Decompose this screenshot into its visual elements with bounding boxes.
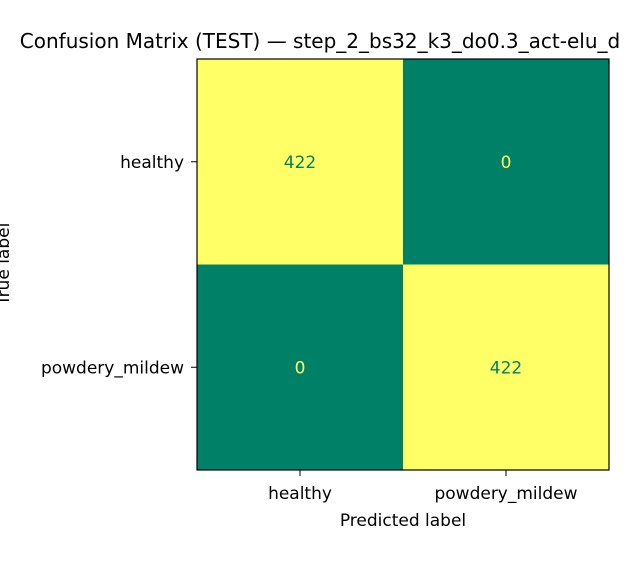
x-axis-label: Predicted label bbox=[340, 511, 466, 531]
chart-title: Confusion Matrix (TEST) — step_2_bs32_k3… bbox=[20, 29, 620, 53]
heatmap-cell-0-1 bbox=[403, 59, 610, 265]
y-tick-label-0: healthy bbox=[120, 153, 184, 173]
x-axis-ticks: healthy powdery_mildew bbox=[268, 470, 578, 504]
heatmap-cell-1-1 bbox=[403, 264, 610, 471]
heatmap-cell-0-0 bbox=[197, 59, 404, 265]
cell-value-labels: 422 0 0 422 bbox=[284, 153, 522, 379]
x-tick-label-0: healthy bbox=[268, 484, 332, 504]
plot-frame bbox=[196, 58, 610, 471]
cell-value-label-0-0: 422 bbox=[284, 153, 316, 173]
cell-value-label-1-0: 0 bbox=[295, 358, 306, 378]
cell-value-label-0-1: 0 bbox=[501, 153, 512, 173]
heatmap-cell-1-0 bbox=[197, 264, 404, 471]
x-tick-label-1: powdery_mildew bbox=[434, 484, 577, 504]
heatmap-cells bbox=[197, 59, 610, 471]
y-axis-ticks: healthy powdery_mildew bbox=[41, 153, 197, 378]
y-tick-label-1: powdery_mildew bbox=[41, 358, 184, 378]
y-axis-label: True label bbox=[0, 223, 14, 307]
cell-value-label-1-1: 422 bbox=[490, 358, 522, 378]
